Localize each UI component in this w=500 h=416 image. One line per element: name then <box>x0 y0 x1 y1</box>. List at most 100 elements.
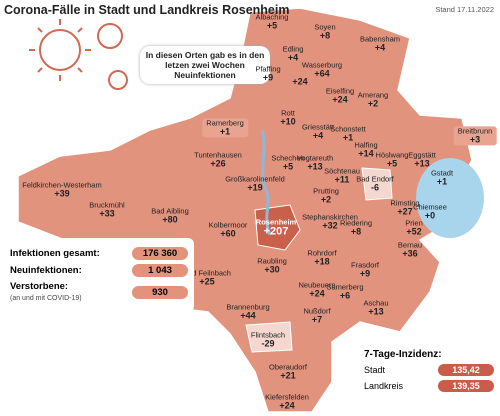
place-name: Kiefersfelden <box>265 392 309 402</box>
place-name: Oberaudorf <box>269 362 307 372</box>
place-label: Vogtareuth +13 <box>297 154 333 171</box>
place-label: Pfaffing +9 <box>255 65 280 82</box>
place-value: +52 <box>406 226 422 237</box>
place-label: Soyen +8 <box>314 23 335 40</box>
place-label: Kiefersfelden +24 <box>265 393 309 410</box>
place-value: +5 <box>282 161 294 172</box>
place-label: Oberaudorf +21 <box>269 363 307 380</box>
place-name: Brannenburg <box>226 302 270 312</box>
incidence-label: Landkreis <box>364 381 404 391</box>
place-value: -29 <box>261 338 275 349</box>
place-name: Neubeuern <box>298 280 336 290</box>
place-label: Babensham +4 <box>360 35 400 52</box>
place-value: +10 <box>280 116 296 127</box>
place-value: +2 <box>320 194 332 205</box>
place-name: Amerang <box>357 90 389 100</box>
place-label: Schechen +5 <box>271 154 304 171</box>
place-label: Wasserburg +64 <box>302 61 342 78</box>
place-name: Edling <box>282 44 304 54</box>
place-label: Schonstett +1 <box>330 125 365 142</box>
place-name: Nußdorf <box>303 306 331 316</box>
place-value: +13 <box>307 161 323 172</box>
place-value: +18 <box>314 256 330 267</box>
place-name: Kolbermoor <box>208 220 248 230</box>
incidence-title: 7-Tage-Inzidenz: <box>364 349 442 360</box>
place-name: Tuntenhausen <box>194 150 242 160</box>
place-value: +13 <box>414 158 430 169</box>
place-label: Brannenburg +44 <box>226 303 269 320</box>
place-value: +1 <box>342 132 354 143</box>
place-name: Gstadt <box>430 168 454 178</box>
place-value: +1 <box>219 126 231 137</box>
place-value: +60 <box>220 228 236 239</box>
place-value: -6 <box>370 182 379 193</box>
place-name: Stephanskirchen <box>302 212 358 222</box>
place-name: Bad Aibling <box>151 206 189 216</box>
place-value: +39 <box>54 188 70 199</box>
place-name: Ramerberg <box>206 118 244 128</box>
place-label: Raubling +30 <box>257 257 287 274</box>
place-value: +33 <box>99 208 115 219</box>
incidence-box: 7-Tage-Inzidenz: Stadt 135,42 Landkreis 13… <box>358 344 500 401</box>
incidence-label: Stadt <box>364 365 386 375</box>
place-value: +24 <box>292 76 308 87</box>
place-label: Bad Aibling +80 <box>151 207 189 224</box>
place-label: Prien +52 <box>405 219 423 236</box>
place-name: Griesstätt <box>301 122 335 132</box>
place-name: Rott <box>281 108 295 118</box>
place-label: Prutting +2 <box>313 187 339 204</box>
place-label: Rimsting +27 <box>390 199 419 216</box>
virus-icon <box>29 19 128 90</box>
place-label: Albaching +5 <box>256 13 289 30</box>
date: Stand 17.11.2022 <box>435 5 494 14</box>
place-value: +24 <box>332 94 348 105</box>
place-name: Prien <box>405 218 423 228</box>
place-name: Aschau <box>363 298 389 308</box>
place-value: +8 <box>319 30 331 41</box>
place-value: +24 <box>309 288 325 299</box>
place-value: +64 <box>314 68 330 79</box>
place-value: +5 <box>386 158 398 169</box>
place-name: Samerberg <box>326 282 364 292</box>
light-area <box>361 167 393 201</box>
place-label: Amerang +2 <box>358 91 388 108</box>
place-label: Höslwang +5 <box>376 151 409 168</box>
place-label: Chiemsee +0 <box>413 203 447 220</box>
place-label: Rosenheim +207 <box>256 218 296 237</box>
place-label: Bernau +36 <box>398 241 422 258</box>
place-value: +21 <box>280 370 296 381</box>
place-value: +25 <box>199 276 215 287</box>
place-value: +4 <box>374 42 386 53</box>
place-value: +9 <box>359 268 371 279</box>
place-value: +14 <box>358 148 374 159</box>
place-value: +5 <box>266 20 278 31</box>
place-name: Bad Endorf <box>356 174 394 184</box>
place-name: Bad Feilnbach <box>183 268 231 278</box>
title: Corona-Fälle in Stadt und Landkreis Rose… <box>4 3 290 17</box>
place-value: +13 <box>368 306 384 317</box>
place-name: Vogtareuth <box>296 153 334 163</box>
light-area <box>245 321 293 353</box>
place-label: Edling +4 <box>283 45 304 62</box>
place-label: Ramerberg +1 <box>202 118 248 138</box>
place-name: Schonstett <box>330 124 366 134</box>
place-value: +26 <box>210 158 226 169</box>
place-name: Babensham <box>359 34 401 44</box>
place-name: Eiselfing <box>325 86 355 96</box>
place-name: Großkarolinenfeld <box>225 174 285 184</box>
place-label: Gstadt +1 <box>431 169 453 186</box>
place-value: +24 <box>279 400 295 411</box>
place-label: Halfing +14 <box>354 141 377 158</box>
place-name: Albaching <box>255 12 289 22</box>
place-label: Frasdorf +9 <box>351 261 379 278</box>
place-value: +0 <box>424 210 436 221</box>
place-name: Höslwang <box>375 150 409 160</box>
place-name: Schechen <box>271 153 305 163</box>
place-label: Söchtenau +11 <box>324 167 360 184</box>
place-name: Feldkirchen-Westerham <box>22 180 102 190</box>
place-label: Bad Endorf -6 <box>356 175 394 192</box>
place-label: Rohrdorf +18 <box>307 249 336 266</box>
place-value: +36 <box>402 248 418 259</box>
